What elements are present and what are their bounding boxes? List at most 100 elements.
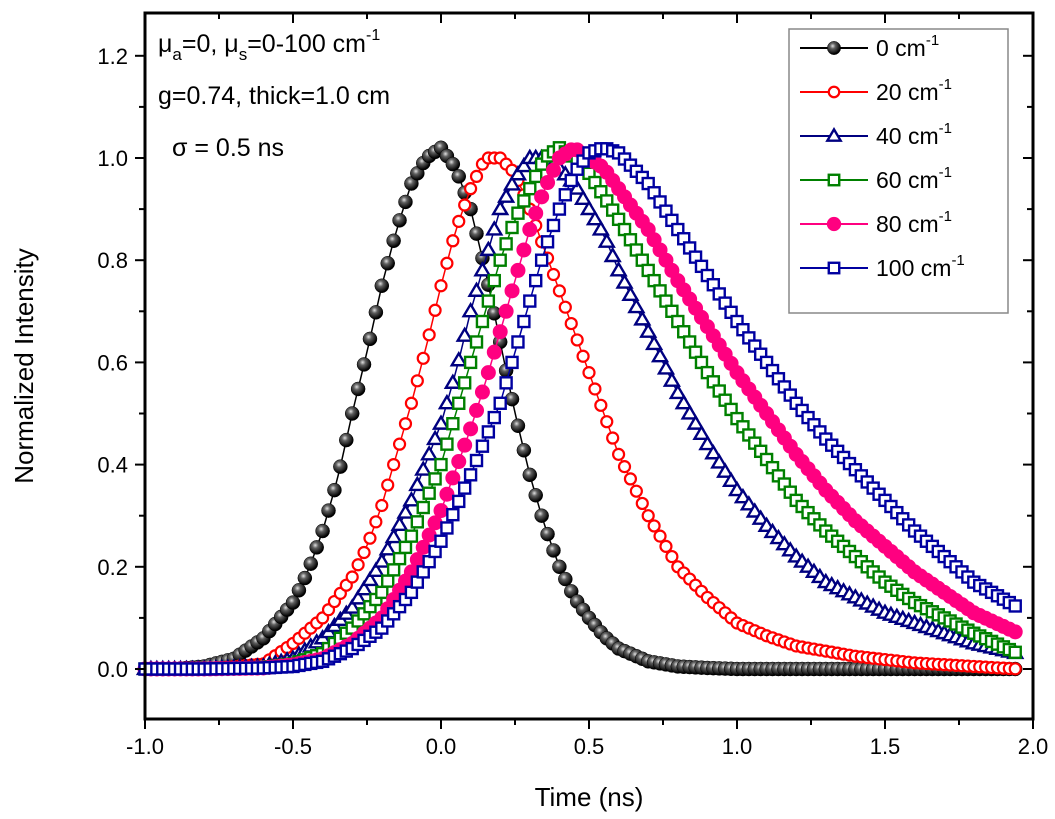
triangle-marker [621, 285, 640, 302]
sphere-marker [445, 156, 461, 172]
legend-label: 40 cm-1 [876, 120, 952, 149]
triangle-marker [710, 453, 729, 469]
circle-marker [387, 458, 401, 472]
sphere-marker [285, 595, 301, 610]
circle-marker [452, 214, 466, 228]
sphere-marker [451, 169, 467, 184]
square-marker [463, 355, 478, 370]
square-marker [381, 574, 395, 588]
square-marker [428, 472, 442, 486]
square-marker [434, 534, 448, 548]
square-marker [434, 457, 448, 472]
circle-marker [641, 509, 655, 523]
circle-marker [606, 431, 620, 445]
y-tick-label: 0.2 [97, 555, 128, 580]
circle-marker [564, 316, 578, 331]
filled-circle-marker [469, 402, 485, 418]
circle-marker [552, 284, 567, 298]
x-tick-label: 0.0 [426, 734, 457, 759]
sphere-marker [303, 556, 319, 571]
square-marker [404, 529, 419, 543]
legend-item: 60 cm-1 [800, 164, 952, 193]
square-marker [552, 202, 567, 216]
sphere-marker [546, 543, 561, 558]
triangle-marker [485, 220, 504, 236]
square-marker [558, 188, 573, 202]
triangle-marker [615, 273, 634, 289]
circle-marker [594, 398, 608, 412]
circle-marker [392, 437, 407, 451]
filled-circle-marker [1007, 624, 1023, 640]
circle-marker [623, 472, 638, 486]
triangle-marker [698, 434, 717, 451]
filled-circle-marker [534, 189, 550, 205]
circle-marker [629, 484, 643, 498]
square-marker [564, 173, 578, 188]
square-marker [469, 453, 484, 468]
triangle-marker [349, 589, 368, 605]
x-tick-label: 1.0 [722, 734, 753, 759]
circle-marker [558, 300, 572, 314]
x-tick-label: -0.5 [274, 734, 312, 759]
sphere-marker [309, 540, 324, 555]
legend-label: 20 cm-1 [876, 76, 952, 105]
sphere-marker [315, 523, 330, 539]
triangle-marker [455, 326, 474, 342]
circle-marker [345, 570, 359, 584]
circle-marker [428, 303, 442, 317]
circle-marker [1008, 662, 1022, 676]
triangle-marker [408, 475, 427, 492]
circle-marker [410, 374, 424, 388]
triangle-marker [402, 491, 421, 507]
circle-marker [458, 198, 472, 212]
legend-item: 100 cm-1 [800, 252, 965, 281]
sphere-marker [534, 508, 549, 523]
legend-label-superscript: -1 [939, 208, 952, 225]
triangle-marker [639, 322, 658, 338]
legend-label-superscript: -1 [926, 32, 939, 49]
circle-marker [440, 256, 454, 270]
circle-marker [635, 496, 649, 511]
y-tick-label: 0.0 [97, 657, 128, 682]
legend-item: 40 cm-1 [800, 120, 952, 149]
legend-label-text: 100 cm [876, 255, 951, 281]
sphere-marker [522, 467, 538, 483]
legend-label-text: 0 cm [876, 35, 926, 61]
sphere-marker [350, 381, 366, 397]
plot-area [135, 140, 1025, 677]
circle-marker [647, 519, 661, 533]
square-marker [475, 439, 490, 453]
square-marker [540, 235, 555, 249]
square-marker [511, 206, 525, 220]
legend-label-text: 20 cm [876, 79, 939, 105]
x-tick-label: -1.0 [126, 734, 164, 759]
annotation-line-1: μa=0, μs=0-100 cm-1 [158, 27, 380, 64]
circle-marker [827, 85, 841, 99]
circle-marker [570, 333, 584, 347]
circle-marker [434, 279, 448, 293]
square-marker [827, 261, 841, 275]
triangle-marker [414, 460, 433, 476]
y-axis-title: Normalized Intensity [9, 248, 39, 484]
square-marker [416, 500, 430, 515]
annotation-parameters: μa=0, μs=0-100 cm-1 g=0.74, thick=1.0 cm… [158, 27, 390, 162]
triangle-marker [597, 232, 616, 248]
filled-circle-marker [528, 205, 544, 221]
circle-marker [576, 349, 590, 363]
square-marker [499, 376, 513, 390]
sphere-marker [516, 443, 532, 458]
annotation-line-2: g=0.74, thick=1.0 cm [158, 82, 390, 110]
square-marker [529, 273, 543, 288]
sphere-marker [827, 41, 841, 55]
square-marker [511, 335, 525, 349]
triangle-marker [579, 199, 599, 216]
y-axis: 0.0 0.2 0.4 0.6 0.8 1.0 1.2 [97, 44, 1033, 682]
square-marker [452, 494, 466, 509]
triangle-marker [656, 359, 676, 375]
legend-item: 20 cm-1 [800, 76, 952, 105]
circle-marker [659, 539, 673, 553]
triangle-marker [366, 561, 385, 577]
circle-marker [381, 478, 395, 492]
sphere-marker [380, 256, 395, 271]
